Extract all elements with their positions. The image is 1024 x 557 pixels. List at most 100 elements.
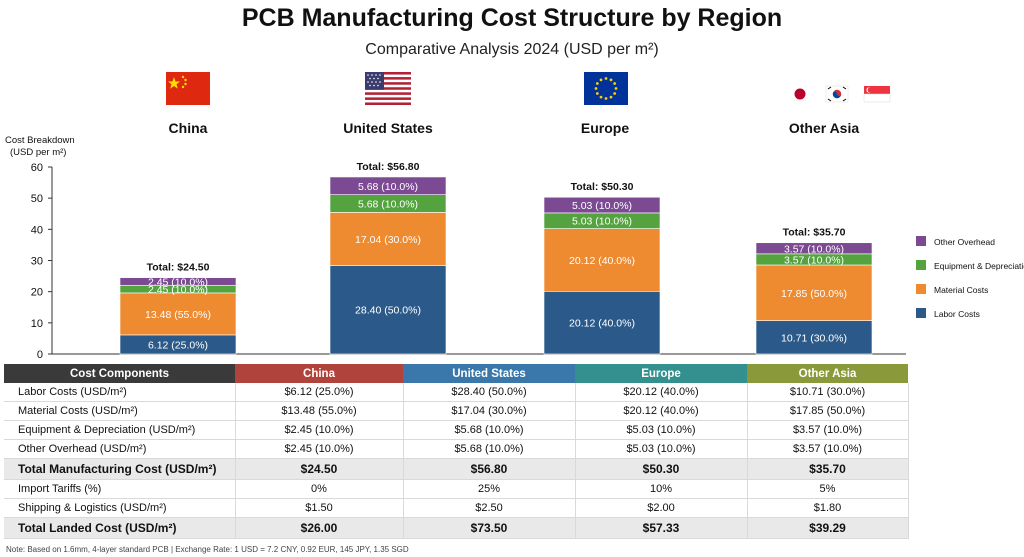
bar-segment-overhead bbox=[119, 277, 237, 286]
bar-segment-labor bbox=[755, 320, 873, 355]
table-cell: $3.57 (10.0%) bbox=[747, 420, 909, 440]
table-cell: 0% bbox=[235, 479, 404, 499]
row-label: Labor Costs (USD/m²) bbox=[4, 383, 236, 402]
bar-data-label: 13.48 (55.0%) bbox=[145, 309, 211, 321]
table-row: Import Tariffs (%) 0% 25% 10% 5% bbox=[4, 479, 909, 499]
eu-flag-icon bbox=[584, 72, 628, 105]
bar-data-label: 20.12 (40.0%) bbox=[569, 318, 635, 330]
bar-data-label: 5.03 (10.0%) bbox=[572, 216, 632, 228]
y-tick-label: 30 bbox=[31, 256, 43, 268]
y-tick-label: 40 bbox=[31, 224, 43, 236]
bar-segment-labor bbox=[543, 290, 661, 355]
legend-swatch bbox=[916, 236, 926, 246]
legend-swatch bbox=[916, 260, 926, 270]
header-other-asia: Other Asia bbox=[747, 364, 908, 383]
bar-data-label: 17.85 (50.0%) bbox=[781, 288, 847, 300]
y-axis-title-line: (USD per m²) bbox=[10, 147, 66, 158]
bar-total-label: Total: $56.80 bbox=[357, 161, 420, 173]
bar-total-label: Total: $50.30 bbox=[571, 181, 634, 193]
table-cell: $5.68 (10.0%) bbox=[403, 439, 576, 459]
region-name-other-asia: Other Asia bbox=[788, 120, 860, 136]
table-row: Equipment & Depreciation (USD/m²) $2.45 (… bbox=[4, 420, 909, 440]
table-cell: $26.00 bbox=[235, 517, 404, 539]
bar-data-label: 2.45 (10.0%) bbox=[148, 276, 208, 288]
bar-data-label: 5.03 (10.0%) bbox=[572, 200, 632, 212]
bar-total-label: Total: $24.50 bbox=[147, 262, 210, 274]
china-flag-icon bbox=[166, 72, 210, 105]
us-flag-icon bbox=[365, 72, 411, 105]
header-europe: Europe bbox=[575, 364, 747, 383]
bar-data-label: 5.68 (10.0%) bbox=[358, 199, 418, 211]
bar-data-label: 17.04 (30.0%) bbox=[355, 234, 421, 246]
bar-segment-overhead bbox=[755, 242, 873, 255]
y-tick-label: 20 bbox=[31, 287, 43, 299]
table-cell: $5.03 (10.0%) bbox=[575, 439, 748, 459]
table-row: Shipping & Logistics (USD/m²) $1.50 $2.50 $… bbox=[4, 498, 909, 518]
bar-data-label: 5.68 (10.0%) bbox=[358, 181, 418, 193]
stacked-bar-chart: Cost Breakdown(USD per m²) 0 10 20 30 40 50 60… bbox=[5, 135, 1024, 361]
table-cell: $2.00 bbox=[575, 498, 748, 518]
table-cell: $73.50 bbox=[403, 517, 576, 539]
legend-label: Other Overhead bbox=[934, 237, 995, 247]
table-cell: $3.57 (10.0%) bbox=[747, 439, 909, 459]
bar-segment-overhead bbox=[329, 176, 447, 195]
footnote: Note: Based on 1.6mm, 4-layer standard P… bbox=[6, 545, 409, 554]
table-cell: $28.40 (50.0%) bbox=[403, 383, 576, 402]
bar-data-label: 6.12 (25.0%) bbox=[148, 339, 208, 351]
table-cell: $20.12 (40.0%) bbox=[575, 383, 748, 402]
row-label: Total Landed Cost (USD/m²) bbox=[4, 517, 236, 539]
table-cell: $2.45 (10.0%) bbox=[235, 420, 404, 440]
row-label: Material Costs (USD/m²) bbox=[4, 401, 236, 421]
y-tick-label: 50 bbox=[31, 193, 43, 205]
table-cell: 10% bbox=[575, 479, 748, 499]
table-cell: $20.12 (40.0%) bbox=[575, 401, 748, 421]
bar-segment-material bbox=[755, 264, 873, 321]
bar-data-label: 28.40 (50.0%) bbox=[355, 305, 421, 317]
bar-data-label: 2.45 (10.0%) bbox=[148, 284, 208, 296]
table-cell: $2.45 (10.0%) bbox=[235, 439, 404, 459]
bar-segment-overhead bbox=[543, 196, 661, 214]
bar-data-label: 10.71 (30.0%) bbox=[781, 332, 847, 344]
table-cell: $24.50 bbox=[235, 458, 404, 480]
bar-segment-material bbox=[119, 292, 237, 336]
y-tick-label: 60 bbox=[31, 162, 43, 174]
table-cell: $39.29 bbox=[747, 517, 909, 539]
japan-korea-singapore-flags-icon bbox=[792, 84, 892, 106]
header-cost-components: Cost Components bbox=[4, 364, 235, 383]
header-china: China bbox=[235, 364, 403, 383]
table-row: Other Overhead (USD/m²) $2.45 (10.0%) $5.6… bbox=[4, 439, 909, 459]
legend-swatch bbox=[916, 284, 926, 294]
table-row: Material Costs (USD/m²) $13.48 (55.0%) $17… bbox=[4, 401, 909, 421]
legend-label: Material Costs bbox=[934, 285, 988, 295]
table-cell: 5% bbox=[747, 479, 909, 499]
table-cell: $2.50 bbox=[403, 498, 576, 518]
row-label: Equipment & Depreciation (USD/m²) bbox=[4, 420, 236, 440]
table-row: Labor Costs (USD/m²) $6.12 (25.0%) $28.40 … bbox=[4, 383, 909, 402]
table-cell: $1.80 bbox=[747, 498, 909, 518]
y-tick-label: 0 bbox=[37, 349, 43, 361]
bar-data-label: 3.57 (10.0%) bbox=[784, 254, 844, 266]
table-cell: $10.71 (30.0%) bbox=[747, 383, 909, 402]
table-row: Total Manufacturing Cost (USD/m²) $24.50 $… bbox=[4, 458, 909, 480]
y-axis-title: Cost Breakdown(USD per m²) bbox=[5, 135, 75, 158]
bar-data-label: 20.12 (40.0%) bbox=[569, 255, 635, 267]
bar-segment-material bbox=[329, 212, 447, 266]
table-cell: $17.85 (50.0%) bbox=[747, 401, 909, 421]
legend-label: Labor Costs bbox=[934, 309, 980, 319]
region-name-china: China bbox=[168, 120, 208, 136]
table-cell: $5.03 (10.0%) bbox=[575, 420, 748, 440]
table-cell: $6.12 (25.0%) bbox=[235, 383, 404, 402]
cost-table: Cost Components China United States Euro… bbox=[4, 364, 909, 539]
table-row: Total Landed Cost (USD/m²) $26.00 $73.50 $5… bbox=[4, 517, 909, 539]
table-cell: $50.30 bbox=[575, 458, 748, 480]
bar-segment-material bbox=[543, 228, 661, 292]
legend-swatch bbox=[916, 308, 926, 318]
table-cell: $17.04 (30.0%) bbox=[403, 401, 576, 421]
bar-data-label: 3.57 (10.0%) bbox=[784, 243, 844, 255]
row-label: Total Manufacturing Cost (USD/m²) bbox=[4, 458, 236, 480]
table-cell: $57.33 bbox=[575, 517, 748, 539]
y-axis-title-line: Cost Breakdown bbox=[5, 135, 75, 146]
header-united-states: United States bbox=[403, 364, 575, 383]
region-name-us: United States bbox=[343, 120, 433, 136]
row-label: Shipping & Logistics (USD/m²) bbox=[4, 498, 236, 518]
